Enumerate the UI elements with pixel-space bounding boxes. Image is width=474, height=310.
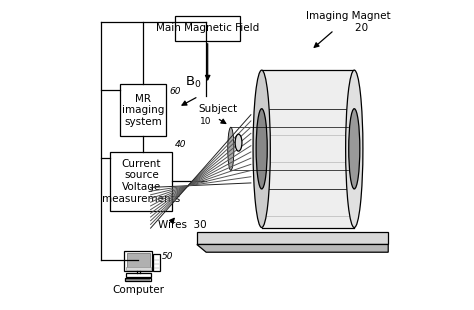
Text: B$_0$: B$_0$ — [184, 75, 201, 90]
Text: 60: 60 — [169, 87, 181, 96]
Bar — [120, 84, 166, 136]
Bar — [110, 152, 172, 210]
Text: Main Magnetic Field: Main Magnetic Field — [156, 24, 259, 33]
Ellipse shape — [235, 134, 242, 151]
Polygon shape — [197, 232, 388, 245]
Bar — [125, 278, 151, 281]
Ellipse shape — [228, 127, 234, 170]
Bar — [124, 251, 152, 271]
Bar — [262, 70, 354, 228]
Bar — [127, 253, 150, 268]
Text: Wires  30: Wires 30 — [158, 219, 207, 229]
Polygon shape — [197, 245, 388, 252]
Ellipse shape — [349, 109, 360, 189]
Bar — [175, 16, 240, 41]
Text: Current
source
Voltage
measurements: Current source Voltage measurements — [102, 159, 181, 204]
Bar — [126, 273, 151, 277]
Text: Imaging Magnet
        20: Imaging Magnet 20 — [306, 11, 391, 33]
Ellipse shape — [256, 109, 267, 189]
Text: MR
imaging
system: MR imaging system — [122, 94, 164, 127]
Text: 10: 10 — [200, 117, 211, 126]
Ellipse shape — [253, 70, 270, 228]
Text: Computer: Computer — [112, 285, 164, 295]
Text: 40: 40 — [175, 140, 187, 149]
Text: 50: 50 — [162, 252, 173, 261]
Bar — [154, 254, 160, 271]
Ellipse shape — [346, 70, 363, 228]
Bar — [126, 267, 151, 270]
Text: Subject: Subject — [199, 104, 237, 114]
